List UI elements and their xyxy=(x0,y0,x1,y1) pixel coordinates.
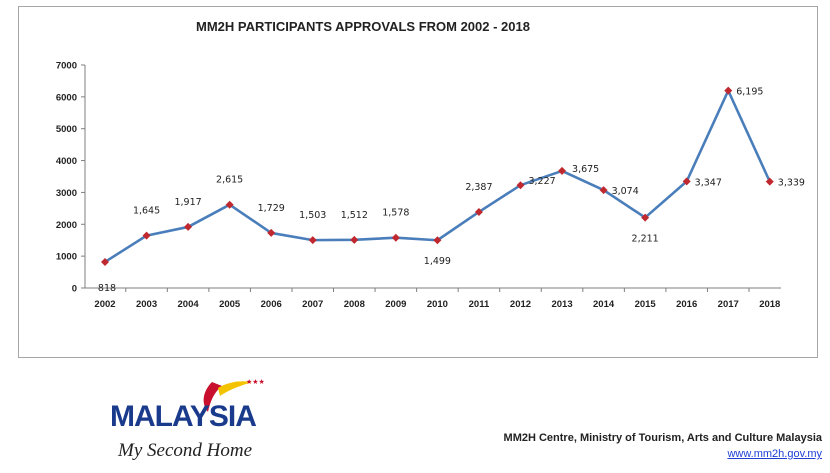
logo-swoosh-red-icon xyxy=(203,382,222,412)
x-tick-label: 2009 xyxy=(385,299,406,310)
data-point xyxy=(391,233,400,242)
data-label: 3,675 xyxy=(572,164,599,175)
y-tick-label: 2000 xyxy=(56,220,77,231)
data-label: 1,512 xyxy=(341,210,368,221)
x-tick-label: 2017 xyxy=(718,299,739,310)
data-point xyxy=(433,236,442,245)
data-point xyxy=(474,207,483,216)
data-point xyxy=(225,200,234,209)
data-point xyxy=(641,213,650,222)
logo-stars-icon: ★★★ xyxy=(246,378,265,386)
x-tick-label: 2011 xyxy=(469,299,490,310)
y-tick-label: 3000 xyxy=(56,188,77,199)
logo-wordmark: MALAYSIA xyxy=(110,400,256,433)
data-label: 3,074 xyxy=(612,186,639,197)
chart-axes: 0 1000 2000 3000 4000 5000 6000 7000 2002 2003 200… xyxy=(56,61,781,310)
y-tick-label: 4000 xyxy=(56,156,77,167)
y-tick-label: 7000 xyxy=(56,61,77,72)
credit-text: MM2H Centre, Ministry of Tourism, Arts a… xyxy=(503,432,822,444)
y-tick-label: 5000 xyxy=(56,124,77,135)
data-point xyxy=(765,177,774,186)
chart-container: MM2H PARTICIPANTS APPROVALS FROM 2002 - … xyxy=(18,6,818,358)
data-label: 2,615 xyxy=(216,175,243,186)
data-point xyxy=(101,257,109,266)
footer-credit: MM2H Centre, Ministry of Tourism, Arts a… xyxy=(504,432,822,460)
x-tick-label: 2018 xyxy=(759,299,780,310)
data-label: 2,211 xyxy=(632,234,659,245)
data-labels: 818 1,645 1,917 2,615 1,729 1,503 1,512 1,578 1,… xyxy=(98,87,805,294)
malaysia-logo-graphic: ★★★ MALAYSIA My Second Home xyxy=(110,378,265,461)
x-tick-label: 2002 xyxy=(94,299,115,310)
x-tick-label: 2012 xyxy=(510,299,531,310)
data-point xyxy=(267,228,276,237)
data-label: 1,645 xyxy=(133,206,160,217)
data-label: 818 xyxy=(98,283,116,294)
x-tick-label: 2003 xyxy=(136,299,157,310)
data-markers xyxy=(101,86,774,266)
data-point xyxy=(308,236,317,245)
y-tick-label: 0 xyxy=(72,284,77,295)
y-tick-label: 6000 xyxy=(56,92,77,103)
y-tick-label: 1000 xyxy=(56,252,77,263)
data-point xyxy=(558,166,567,175)
x-tick-label: 2006 xyxy=(261,299,282,310)
x-tick-label: 2007 xyxy=(302,299,323,310)
data-label: 1,499 xyxy=(424,256,451,267)
data-point xyxy=(682,177,691,186)
x-tick-label: 2016 xyxy=(676,299,697,310)
x-tick-label: 2005 xyxy=(219,299,241,310)
line-chart: MM2H PARTICIPANTS APPROVALS FROM 2002 - … xyxy=(56,19,805,310)
data-label: 3,227 xyxy=(528,176,555,187)
x-tick-label: 2010 xyxy=(427,299,448,310)
x-tick-label: 2004 xyxy=(178,299,200,310)
x-tick-label: 2015 xyxy=(635,299,657,310)
data-label: 2,387 xyxy=(465,182,492,193)
x-tick-label: 2014 xyxy=(593,299,615,310)
x-tick-label: 2008 xyxy=(344,299,365,310)
data-point xyxy=(350,235,359,244)
data-point xyxy=(599,186,608,195)
data-label: 3,347 xyxy=(695,177,722,188)
data-label: 1,503 xyxy=(299,210,326,221)
data-point xyxy=(516,181,525,190)
data-point xyxy=(184,222,193,231)
logo-tagline: My Second Home xyxy=(117,440,252,461)
data-label: 3,339 xyxy=(778,178,805,189)
malaysia-logo: ★★★ MALAYSIA My Second Home xyxy=(100,372,300,468)
data-label: 1,729 xyxy=(258,203,285,214)
logo-swoosh-yellow-icon xyxy=(218,381,252,396)
website-link[interactable]: www.mm2h.gov.my xyxy=(727,448,822,460)
data-label: 1,917 xyxy=(174,197,201,208)
data-point xyxy=(724,86,733,95)
data-label: 6,195 xyxy=(736,87,763,98)
data-label: 1,578 xyxy=(382,208,409,219)
x-tick-label: 2013 xyxy=(551,299,572,310)
chart-title: MM2H PARTICIPANTS APPROVALS FROM 2002 - … xyxy=(196,19,530,34)
data-point xyxy=(142,231,151,240)
